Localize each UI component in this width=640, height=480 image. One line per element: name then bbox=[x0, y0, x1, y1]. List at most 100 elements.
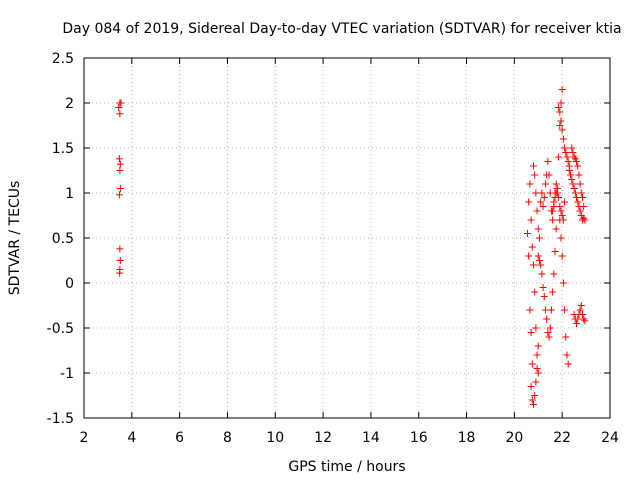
data-point bbox=[574, 315, 582, 323]
data-point bbox=[529, 261, 537, 269]
data-point bbox=[574, 198, 582, 206]
data-points bbox=[115, 86, 589, 408]
data-point bbox=[568, 176, 576, 183]
x-tick-label: 18 bbox=[458, 430, 476, 446]
data-point bbox=[580, 315, 588, 323]
data-point bbox=[561, 198, 569, 206]
data-point bbox=[546, 324, 554, 332]
data-point bbox=[535, 257, 543, 264]
data-point bbox=[533, 351, 541, 359]
data-point bbox=[545, 333, 553, 341]
data-point bbox=[117, 185, 125, 192]
data-point bbox=[575, 171, 583, 179]
data-point bbox=[555, 194, 563, 201]
data-point bbox=[531, 171, 539, 179]
data-point bbox=[570, 153, 578, 161]
data-point bbox=[570, 185, 578, 192]
data-point bbox=[577, 189, 585, 197]
data-point bbox=[116, 160, 124, 168]
x-tick-labels: 2 4 6 8 10 12 14 16 18 20 22 24 bbox=[80, 430, 619, 446]
data-point bbox=[532, 189, 540, 197]
data-point bbox=[525, 252, 533, 260]
x-axis-label: GPS time / hours bbox=[288, 459, 405, 475]
data-point bbox=[543, 315, 551, 323]
data-point bbox=[544, 158, 552, 165]
x-tick-label: 22 bbox=[553, 430, 571, 446]
data-point bbox=[556, 108, 564, 116]
data-point bbox=[567, 171, 575, 179]
data-point bbox=[527, 383, 535, 390]
data-point bbox=[556, 122, 564, 129]
data-point bbox=[116, 110, 124, 118]
y-axis-label: SDTVAR / TECUs bbox=[7, 181, 23, 296]
y-tick-label: 1.5 bbox=[52, 141, 74, 157]
data-point bbox=[527, 329, 535, 336]
data-point bbox=[531, 288, 539, 296]
data-point bbox=[549, 216, 557, 224]
data-point bbox=[562, 149, 570, 156]
y-tick-label: 1 bbox=[65, 186, 74, 202]
data-point bbox=[552, 225, 560, 233]
data-point bbox=[531, 392, 539, 399]
x-tick-label: 14 bbox=[362, 430, 380, 446]
y-tick-label: 2 bbox=[65, 96, 74, 112]
data-point bbox=[532, 324, 540, 332]
data-point bbox=[539, 284, 547, 291]
data-point bbox=[549, 288, 557, 296]
data-point bbox=[545, 171, 553, 179]
data-point bbox=[533, 207, 541, 215]
data-point bbox=[115, 191, 123, 199]
data-point bbox=[533, 365, 541, 372]
data-point bbox=[557, 234, 565, 242]
data-point bbox=[538, 270, 546, 278]
data-point bbox=[532, 378, 540, 386]
data-point bbox=[534, 369, 542, 377]
data-point bbox=[552, 189, 560, 197]
data-point bbox=[564, 158, 572, 165]
data-point bbox=[553, 185, 561, 192]
data-point bbox=[563, 351, 571, 359]
data-point bbox=[573, 194, 581, 201]
data-point bbox=[116, 269, 124, 277]
data-point bbox=[552, 180, 560, 188]
data-point bbox=[555, 153, 563, 161]
y-tick-label: 0 bbox=[65, 276, 74, 292]
data-point bbox=[581, 317, 589, 325]
data-point bbox=[526, 306, 534, 314]
data-point bbox=[550, 198, 558, 206]
data-point bbox=[568, 144, 576, 152]
data-point bbox=[537, 261, 545, 269]
data-point bbox=[576, 207, 584, 215]
data-point bbox=[569, 180, 577, 188]
data-point bbox=[116, 167, 124, 174]
data-point bbox=[558, 86, 566, 93]
data-point bbox=[559, 216, 567, 224]
data-point bbox=[558, 212, 566, 219]
data-point bbox=[116, 257, 124, 264]
data-point bbox=[574, 162, 582, 170]
x-tick-label: 10 bbox=[266, 430, 284, 446]
x-tick-label: 16 bbox=[410, 430, 428, 446]
data-point bbox=[525, 198, 533, 206]
data-point bbox=[527, 216, 535, 224]
x-tick-label: 8 bbox=[223, 430, 232, 446]
data-point bbox=[569, 149, 577, 156]
data-point bbox=[561, 144, 569, 152]
data-point bbox=[580, 203, 588, 210]
data-point bbox=[544, 329, 552, 336]
data-point bbox=[538, 189, 546, 197]
data-point bbox=[573, 320, 581, 327]
data-point bbox=[534, 342, 542, 350]
data-point bbox=[117, 99, 125, 107]
data-point bbox=[555, 104, 563, 111]
data-point bbox=[540, 293, 548, 300]
data-point bbox=[541, 306, 549, 314]
data-point bbox=[526, 180, 534, 188]
data-point bbox=[547, 306, 555, 314]
data-point bbox=[559, 279, 567, 287]
data-point bbox=[557, 207, 565, 215]
data-point bbox=[576, 306, 584, 314]
data-point bbox=[571, 189, 579, 197]
